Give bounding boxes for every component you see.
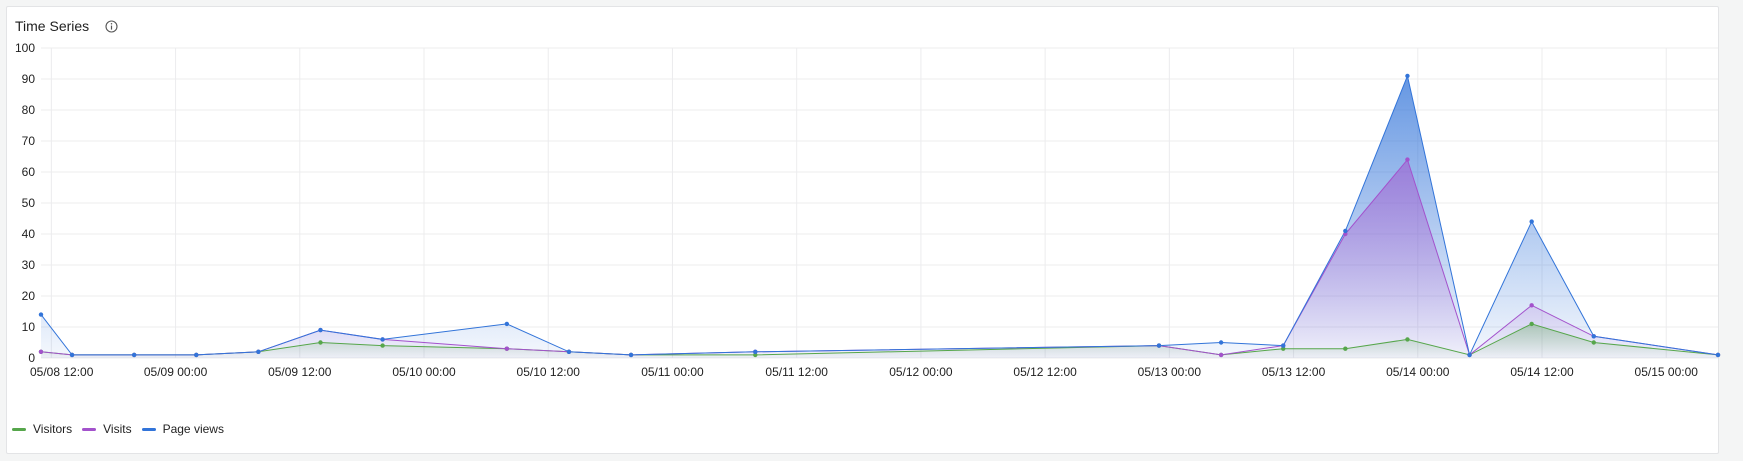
point-visitors bbox=[1343, 346, 1348, 351]
point-visits bbox=[38, 349, 44, 354]
point-page-views bbox=[504, 321, 510, 327]
area-page-views bbox=[41, 75, 1718, 359]
point-page-views bbox=[1715, 352, 1721, 358]
point-visitors bbox=[380, 343, 385, 348]
y-tick-label: 50 bbox=[22, 196, 36, 210]
y-tick-label: 30 bbox=[22, 258, 36, 272]
x-tick-label: 05/11 00:00 bbox=[641, 365, 704, 379]
panel-header: Time Series bbox=[15, 15, 118, 37]
y-tick-label: 80 bbox=[22, 103, 36, 117]
info-circle-icon[interactable] bbox=[105, 19, 118, 33]
point-page-views bbox=[194, 352, 199, 358]
legend-label: Page views bbox=[162, 422, 224, 436]
x-tick-label: 05/13 00:00 bbox=[1138, 365, 1202, 379]
series-areas bbox=[41, 75, 1718, 359]
x-tick-label: 05/09 00:00 bbox=[144, 365, 208, 379]
y-tick-label: 40 bbox=[22, 227, 36, 241]
x-tick-label: 05/09 12:00 bbox=[268, 365, 332, 379]
y-axis: 0 10 20 30 40 50 60 70 80 90 100 bbox=[15, 41, 35, 365]
x-tick-label: 05/13 12:00 bbox=[1262, 365, 1326, 379]
point-page-views bbox=[1156, 343, 1162, 348]
point-visitors bbox=[318, 340, 323, 345]
point-page-views bbox=[131, 352, 137, 358]
area-visitors bbox=[41, 323, 1718, 358]
point-page-views bbox=[318, 327, 323, 333]
point-visits bbox=[1405, 157, 1410, 162]
x-tick-label: 05/08 12:00 bbox=[30, 365, 94, 379]
point-visitors bbox=[753, 352, 758, 358]
x-tick-label: 05/10 12:00 bbox=[517, 365, 581, 379]
point-page-views bbox=[1591, 334, 1596, 339]
panel-title: Time Series bbox=[15, 18, 90, 34]
legend-item-visits[interactable]: Visits bbox=[82, 422, 132, 436]
point-page-views bbox=[38, 312, 44, 317]
y-tick-label: 70 bbox=[22, 134, 36, 148]
point-page-views bbox=[753, 349, 758, 354]
point-page-views bbox=[1218, 340, 1224, 345]
area-visits bbox=[41, 159, 1718, 358]
point-page-views bbox=[1467, 352, 1472, 358]
y-tick-label: 100 bbox=[15, 41, 35, 55]
x-tick-label: 05/10 00:00 bbox=[392, 365, 456, 379]
line-visits bbox=[40, 158, 1719, 356]
point-visitors bbox=[1529, 321, 1534, 327]
legend-swatch bbox=[12, 427, 26, 431]
legend-item-page-views[interactable]: Page views bbox=[141, 422, 224, 436]
point-visitors bbox=[1405, 337, 1410, 342]
legend-swatch bbox=[82, 427, 97, 431]
y-tick-label: 60 bbox=[22, 165, 36, 179]
y-tick-label: 10 bbox=[22, 320, 36, 334]
x-tick-label: 05/15 00:00 bbox=[1635, 365, 1699, 379]
point-visits bbox=[1529, 303, 1534, 308]
point-page-views bbox=[1281, 343, 1286, 348]
x-tick-label: 05/14 00:00 bbox=[1386, 365, 1450, 379]
point-visits bbox=[504, 346, 510, 351]
legend-label: Visits bbox=[103, 422, 132, 436]
y-tick-label: 90 bbox=[22, 72, 36, 86]
point-page-views bbox=[380, 337, 385, 342]
series-lines bbox=[40, 74, 1719, 357]
point-visitors bbox=[1281, 346, 1286, 351]
x-tick-label: 05/14 12:00 bbox=[1510, 365, 1574, 379]
point-page-views bbox=[1529, 219, 1534, 224]
point-page-views bbox=[628, 352, 634, 358]
y-tick-label: 20 bbox=[22, 289, 36, 303]
x-tick-label: 05/11 12:00 bbox=[765, 365, 828, 379]
y-tick-label: 0 bbox=[28, 351, 35, 365]
point-page-views bbox=[1405, 73, 1410, 79]
point-visits bbox=[1343, 231, 1348, 237]
legend-swatch bbox=[141, 427, 156, 431]
point-page-views bbox=[566, 349, 572, 354]
point-page-views bbox=[69, 352, 75, 358]
x-tick-label: 05/12 12:00 bbox=[1013, 365, 1077, 379]
x-axis: 05/08 12:00 05/09 00:00 05/09 12:00 05/10 0… bbox=[30, 365, 1698, 379]
legend-label: Visitors bbox=[33, 422, 73, 436]
point-page-views bbox=[1343, 228, 1348, 234]
legend-item-visitors[interactable]: Visitors bbox=[12, 422, 72, 436]
point-page-views bbox=[256, 349, 261, 354]
x-tick-label: 05/12 00:00 bbox=[889, 365, 953, 379]
grid-lines bbox=[41, 47, 1718, 359]
line-page-views bbox=[40, 74, 1719, 357]
series-points bbox=[38, 73, 1721, 358]
chart-legend: Visitors Visits Page views bbox=[12, 421, 234, 437]
point-visitors bbox=[1591, 340, 1596, 345]
point-visits bbox=[1218, 352, 1224, 358]
